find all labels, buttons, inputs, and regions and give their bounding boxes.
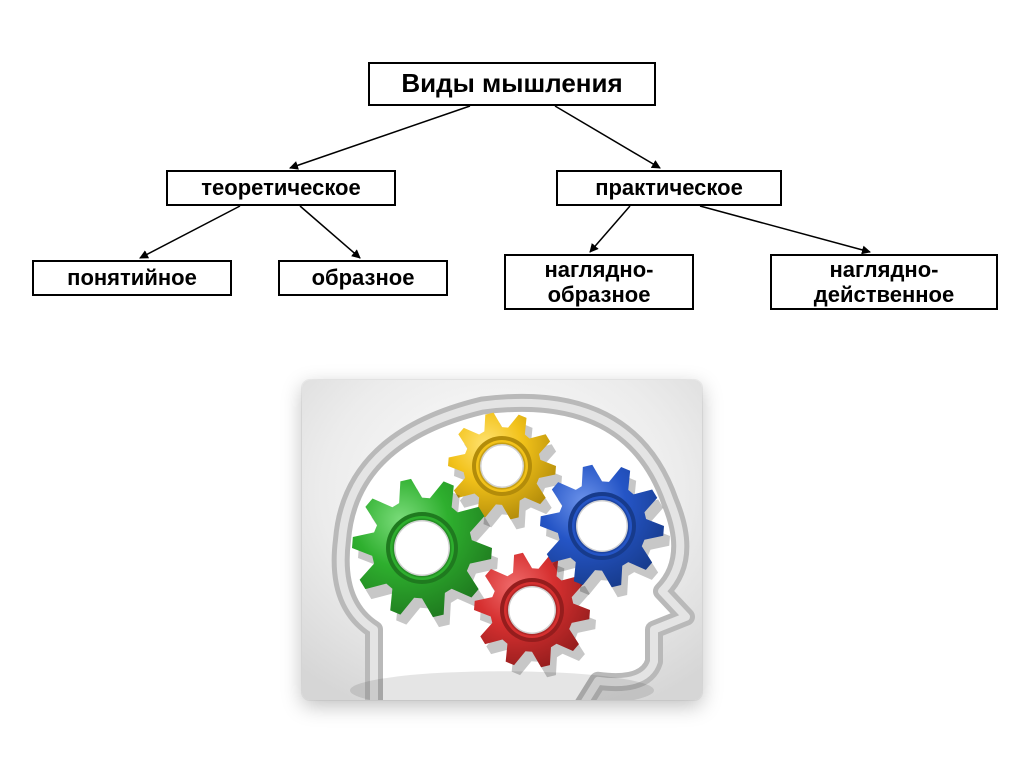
head-gears-illustration	[302, 380, 702, 700]
l1b-box: практическое	[556, 170, 782, 206]
head-gears-svg	[302, 380, 702, 700]
l2d-label: наглядно-действенное	[814, 257, 954, 308]
root-label: Виды мышления	[401, 69, 622, 99]
l1a-label: теоретическое	[201, 175, 360, 200]
l2c-label: наглядно-образное	[545, 257, 654, 308]
l1a-box: теоретическое	[166, 170, 396, 206]
l2a-box: понятийное	[32, 260, 232, 296]
l2a-label: понятийное	[67, 265, 197, 290]
root-box: Виды мышления	[368, 62, 656, 106]
l2c-box: наглядно-образное	[504, 254, 694, 310]
l2b-box: образное	[278, 260, 448, 296]
l2d-box: наглядно-действенное	[770, 254, 998, 310]
l2b-label: образное	[312, 265, 415, 290]
l1b-label: практическое	[595, 175, 743, 200]
